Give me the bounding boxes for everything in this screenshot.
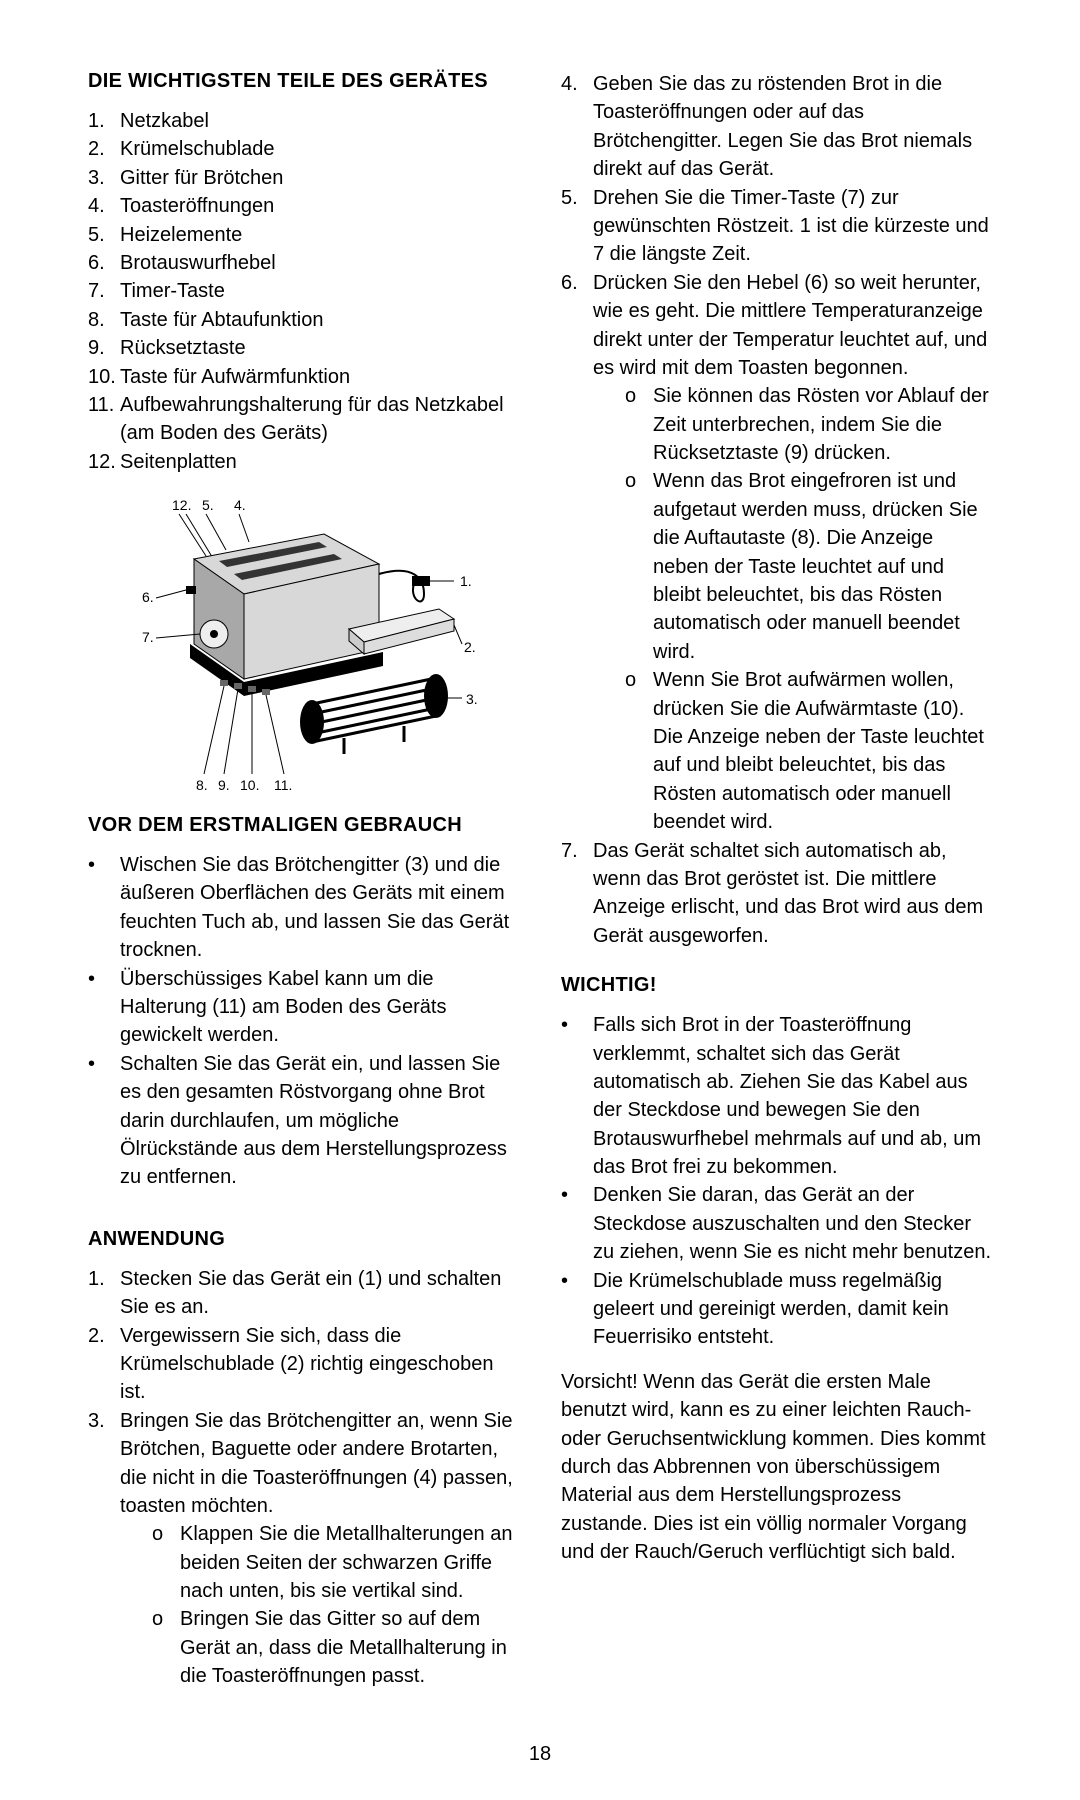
leader-12a — [179, 514, 206, 556]
warming-rack — [300, 674, 448, 754]
leader-4 — [239, 514, 249, 542]
leader-8 — [204, 686, 224, 774]
parts-item: 5.Heizelemente — [88, 221, 519, 249]
step-item: 1.Stecken Sie das Gerät ein (1) und scha… — [88, 1265, 519, 1322]
diagram-wrap: 12. 5. 4. — [88, 494, 519, 804]
label-1: 1. — [460, 573, 472, 589]
leader-7 — [156, 634, 200, 638]
leader-11 — [266, 695, 284, 774]
label-8: 8. — [196, 777, 208, 793]
leader-6 — [156, 590, 186, 598]
parts-item: 10.Taste für Aufwärmfunktion — [88, 363, 519, 391]
parts-list: 1.Netzkabel2.Krümelschublade3.Gitter für… — [88, 107, 519, 476]
label-9: 9. — [218, 777, 230, 793]
sub-item: oWenn das Brot eingefroren ist und aufge… — [625, 467, 992, 666]
right-column: 4.Geben Sie das zu röstenden Brot in die… — [561, 70, 992, 1691]
leader-2 — [454, 625, 462, 644]
use-steps-left: 1.Stecken Sie das Gerät ein (1) und scha… — [88, 1265, 519, 1691]
important-section: WICHTIG! •Falls sich Brot in der Toaster… — [561, 974, 992, 1352]
left-column: DIE WICHTIGSTEN TEILE DES GERÄTES 1.Netz… — [88, 70, 519, 1691]
caution-paragraph: Vorsicht! Wenn das Gerät die ersten Male… — [561, 1368, 992, 1567]
use-section: ANWENDUNG 1.Stecken Sie das Gerät ein (1… — [88, 1228, 519, 1691]
use-heading: ANWENDUNG — [88, 1228, 519, 1251]
parts-item: 11.Aufbewahrungshalterung für das Netzka… — [88, 391, 519, 448]
important-heading: WICHTIG! — [561, 974, 992, 997]
step-item: 3.Bringen Sie das Brötchengitter an, wen… — [88, 1407, 519, 1691]
bullet-item: •Falls sich Brot in der Toasteröffnung v… — [561, 1011, 992, 1181]
parts-section: DIE WICHTIGSTEN TEILE DES GERÄTES 1.Netz… — [88, 70, 519, 476]
parts-item: 12.Seitenplatten — [88, 448, 519, 476]
bullet-item: •Schalten Sie das Gerät ein, und lassen … — [88, 1050, 519, 1192]
toaster-body — [186, 534, 383, 696]
page-number: 18 — [0, 1743, 1080, 1766]
parts-item: 9.Rücksetztaste — [88, 334, 519, 362]
leader-9 — [224, 689, 238, 774]
before-use-list: •Wischen Sie das Brötchengitter (3) und … — [88, 851, 519, 1192]
use-steps-right: 4.Geben Sie das zu röstenden Brot in die… — [561, 70, 992, 950]
toaster-diagram: 12. 5. 4. — [124, 494, 484, 804]
step-item: 7.Das Gerät schaltet sich automatisch ab… — [561, 837, 992, 951]
label-5: 5. — [202, 497, 214, 513]
bullet-item: •Die Krümelschublade muss regelmäßig gel… — [561, 1267, 992, 1352]
parts-item: 4.Toasteröffnungen — [88, 192, 519, 220]
parts-item: 2.Krümelschublade — [88, 135, 519, 163]
sub-item: oKlappen Sie die Metallhalterungen an be… — [152, 1520, 519, 1605]
label-2: 2. — [464, 639, 476, 655]
parts-item: 1.Netzkabel — [88, 107, 519, 135]
step-item: 5.Drehen Sie die Timer-Taste (7) zur gew… — [561, 184, 992, 269]
sub-item: oWenn Sie Brot aufwärmen wollen, drücken… — [625, 666, 992, 836]
parts-item: 8.Taste für Abtaufunktion — [88, 306, 519, 334]
before-use-heading: VOR DEM ERSTMALIGEN GEBRAUCH — [88, 814, 519, 837]
parts-item: 7.Timer-Taste — [88, 277, 519, 305]
label-10: 10. — [240, 777, 259, 793]
label-6: 6. — [142, 589, 154, 605]
step-item: 2.Vergewissern Sie sich, dass die Krümel… — [88, 1322, 519, 1407]
sub-item: oBringen Sie das Gitter so auf dem Gerät… — [152, 1605, 519, 1690]
label-4: 4. — [234, 497, 246, 513]
cord — [379, 571, 424, 602]
before-use-section: VOR DEM ERSTMALIGEN GEBRAUCH •Wischen Si… — [88, 814, 519, 1192]
parts-item: 6.Brotauswurfhebel — [88, 249, 519, 277]
important-list: •Falls sich Brot in der Toasteröffnung v… — [561, 1011, 992, 1352]
label-11: 11. — [274, 777, 292, 793]
label-3: 3. — [466, 691, 478, 707]
bullet-item: •Überschüssiges Kabel kann um die Halter… — [88, 965, 519, 1050]
leader-5 — [206, 514, 226, 550]
label-7: 7. — [142, 629, 154, 645]
bullet-item: •Denken Sie daran, das Gerät an der Stec… — [561, 1181, 992, 1266]
label-12: 12. — [172, 497, 191, 513]
step-item: 4.Geben Sie das zu röstenden Brot in die… — [561, 70, 992, 184]
parts-heading: DIE WICHTIGSTEN TEILE DES GERÄTES — [88, 70, 519, 93]
plug — [412, 576, 430, 586]
step-item: 6.Drücken Sie den Hebel (6) so weit heru… — [561, 269, 992, 837]
parts-item: 3.Gitter für Brötchen — [88, 164, 519, 192]
bullet-item: •Wischen Sie das Brötchengitter (3) und … — [88, 851, 519, 965]
sub-item: oSie können das Rösten vor Ablauf der Ze… — [625, 382, 992, 467]
